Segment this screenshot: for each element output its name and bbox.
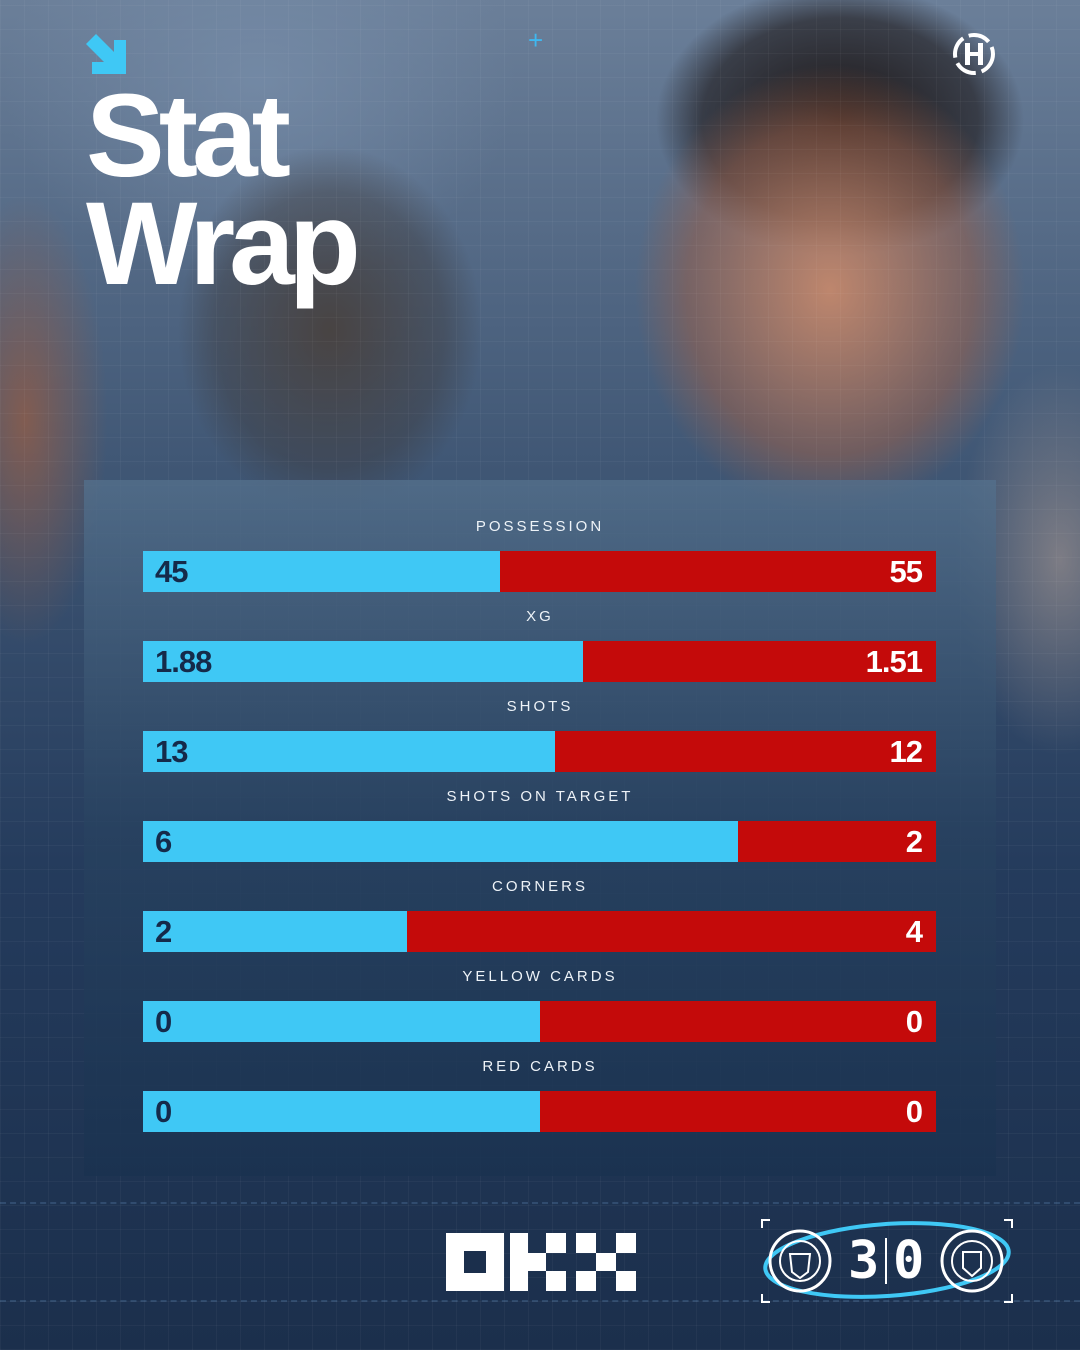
arrow-down-right-icon bbox=[86, 34, 126, 74]
home-bar-segment bbox=[143, 1001, 540, 1042]
title-line-2: Wrap bbox=[86, 178, 361, 310]
stats-panel: POSSESSION 45 55 XG 1.88 1.51 SHOTS 13 12 SHOTS O… bbox=[84, 480, 996, 1176]
away-value-label: 0 bbox=[905, 1094, 923, 1129]
stat-label-possession: POSSESSION bbox=[475, 518, 605, 535]
manchester-united-crest-icon bbox=[940, 1229, 1004, 1293]
home-value-label: 0 bbox=[155, 1004, 172, 1039]
home-value-label: 13 bbox=[155, 734, 188, 769]
home-bar-segment bbox=[143, 1091, 540, 1132]
divider-line bbox=[0, 1202, 1080, 1204]
away-bar-segment bbox=[540, 1001, 936, 1042]
home-bar-segment bbox=[143, 641, 583, 682]
away-bar-segment bbox=[407, 911, 936, 952]
stat-bar-xg: 1.88 1.51 bbox=[143, 641, 936, 682]
okx-logo-icon bbox=[446, 1233, 636, 1291]
away-bar-segment bbox=[583, 641, 936, 682]
home-bar-segment bbox=[143, 551, 500, 592]
title-line-1: Stat bbox=[86, 70, 291, 202]
away-value-label: 4 bbox=[905, 914, 923, 949]
away-value-label: 1.51 bbox=[865, 644, 923, 679]
stat-bar-possession: 45 55 bbox=[143, 551, 936, 592]
away-value-label: 0 bbox=[905, 1004, 923, 1039]
home-bar-segment bbox=[143, 821, 738, 862]
away-score: 0 bbox=[893, 1231, 925, 1291]
away-bar-segment bbox=[500, 551, 936, 592]
stat-label-corners: CORNERS bbox=[491, 878, 588, 895]
stat-label-shots-on-target: SHOTS ON TARGET bbox=[446, 788, 634, 805]
stat-bar-shots: 13 12 bbox=[143, 731, 936, 772]
home-value-label: 1.88 bbox=[155, 644, 212, 679]
away-value-label: 2 bbox=[905, 824, 923, 859]
home-score: 3 bbox=[848, 1231, 880, 1291]
plus-icon: + bbox=[528, 25, 544, 55]
away-value-label: 55 bbox=[889, 554, 923, 589]
away-bar-segment bbox=[540, 1091, 936, 1132]
home-value-label: 6 bbox=[155, 824, 172, 859]
stat-label-shots: SHOTS bbox=[506, 698, 574, 715]
home-bar-segment bbox=[143, 911, 407, 952]
away-bar-segment bbox=[555, 731, 936, 772]
away-bar-segment bbox=[738, 821, 936, 862]
score-frame bbox=[761, 1219, 1013, 1303]
home-value-label: 0 bbox=[155, 1094, 172, 1129]
stat-label-yellow-cards: YELLOW CARDS bbox=[462, 968, 618, 985]
home-value-label: 2 bbox=[155, 914, 172, 949]
divider-line bbox=[0, 1300, 1080, 1302]
page-title: Stat Wrap bbox=[86, 70, 361, 310]
manchester-city-crest-icon bbox=[768, 1229, 832, 1293]
home-value-label: 45 bbox=[155, 554, 188, 589]
stat-label-red-cards: RED CARDS bbox=[482, 1058, 598, 1075]
stat-label-xg: XG bbox=[526, 608, 554, 625]
club-emblem-icon bbox=[953, 33, 995, 75]
home-bar-segment bbox=[143, 731, 555, 772]
away-value-label: 12 bbox=[889, 734, 923, 769]
